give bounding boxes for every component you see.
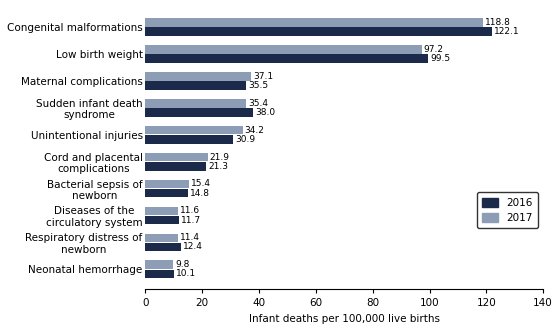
- Bar: [146, 108, 254, 117]
- Bar: [146, 189, 188, 198]
- Bar: [146, 216, 179, 224]
- Bar: [146, 45, 422, 54]
- Bar: [146, 180, 189, 188]
- Bar: [146, 260, 173, 269]
- Text: 30.9: 30.9: [235, 135, 255, 144]
- Bar: [146, 233, 178, 242]
- Text: 118.8: 118.8: [485, 18, 511, 27]
- Text: 11.7: 11.7: [181, 215, 201, 224]
- Bar: [146, 54, 428, 63]
- Bar: [146, 99, 246, 108]
- X-axis label: Infant deaths per 100,000 live births: Infant deaths per 100,000 live births: [249, 314, 440, 324]
- Text: 10.1: 10.1: [176, 269, 196, 278]
- Bar: [146, 72, 251, 81]
- Bar: [146, 162, 206, 170]
- Text: 15.4: 15.4: [191, 179, 211, 188]
- Text: 122.1: 122.1: [494, 27, 520, 36]
- Text: 11.4: 11.4: [180, 233, 200, 242]
- Bar: [146, 27, 492, 36]
- Text: 97.2: 97.2: [423, 45, 444, 54]
- Bar: [146, 18, 483, 27]
- Text: 99.5: 99.5: [430, 54, 450, 63]
- Text: 9.8: 9.8: [175, 260, 190, 269]
- Text: 21.3: 21.3: [208, 162, 228, 171]
- Text: 14.8: 14.8: [189, 189, 209, 198]
- Text: 35.4: 35.4: [248, 99, 268, 108]
- Bar: [146, 269, 174, 278]
- Text: 12.4: 12.4: [183, 243, 203, 252]
- Bar: [146, 207, 179, 215]
- Text: 21.9: 21.9: [209, 153, 230, 162]
- Text: 37.1: 37.1: [253, 72, 273, 81]
- Bar: [146, 81, 246, 90]
- Legend: 2016, 2017: 2016, 2017: [477, 192, 538, 228]
- Text: 34.2: 34.2: [245, 126, 264, 135]
- Bar: [146, 243, 181, 251]
- Text: 35.5: 35.5: [248, 81, 268, 90]
- Bar: [146, 153, 208, 162]
- Bar: [146, 135, 234, 144]
- Bar: [146, 126, 242, 134]
- Text: 38.0: 38.0: [255, 108, 276, 117]
- Text: 11.6: 11.6: [180, 207, 200, 215]
